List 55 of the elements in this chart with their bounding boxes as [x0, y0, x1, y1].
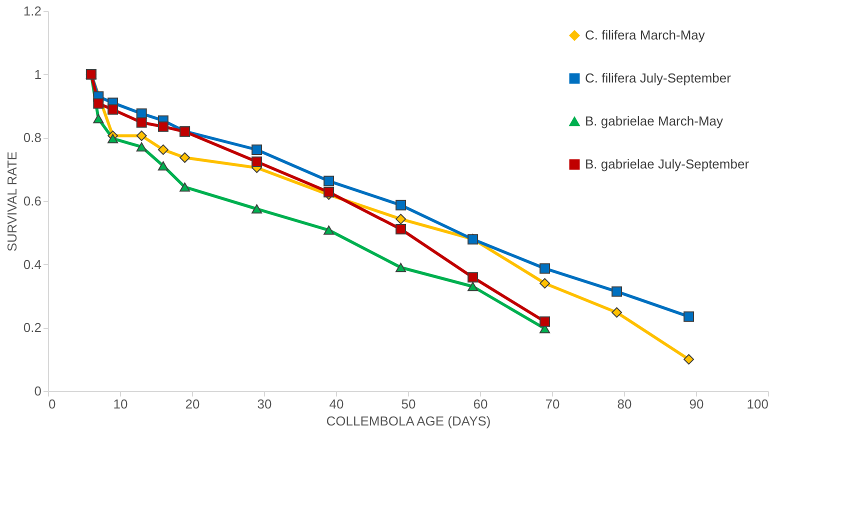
- point: [396, 224, 406, 234]
- point: [324, 186, 334, 198]
- y-tick-label: 0.2: [23, 320, 42, 336]
- y-tick-label: 0.4: [23, 256, 42, 272]
- point: [684, 311, 694, 322]
- point: [324, 176, 334, 186]
- legend-label: B. gabrielae July-September: [585, 156, 750, 172]
- point: [93, 114, 104, 124]
- x-tick-label: 50: [401, 396, 416, 412]
- legend-label: B. gabrielae March-May: [585, 114, 724, 128]
- point: [396, 262, 406, 272]
- point: [252, 156, 262, 167]
- x-tick-label: 60: [473, 396, 488, 412]
- point: [158, 144, 168, 155]
- y-axis-title: SURVIVAL RATE: [4, 151, 20, 252]
- x-tick-label: 0: [48, 396, 56, 412]
- y-tick-label: 1.2: [23, 4, 42, 18]
- point: [612, 307, 622, 318]
- x-tick-label: 20: [185, 396, 200, 412]
- point: [612, 286, 622, 297]
- y-tick-label: 0: [34, 384, 42, 398]
- point: [684, 354, 694, 365]
- point: [540, 316, 550, 327]
- point: [468, 282, 478, 292]
- point: [93, 98, 104, 109]
- x-tick-label: 70: [545, 396, 560, 412]
- point: [158, 161, 168, 170]
- x-tick-label: 10: [113, 396, 128, 412]
- point: [468, 272, 478, 283]
- point: [540, 263, 550, 274]
- point: [252, 204, 262, 214]
- point: [108, 104, 118, 115]
- y-tick-label: 1: [34, 66, 42, 82]
- x-tick-label: 100: [746, 396, 768, 412]
- point: [252, 144, 262, 155]
- point: [180, 152, 190, 163]
- point: [180, 182, 190, 192]
- point: [540, 278, 550, 289]
- y-tick-label: 0.8: [23, 130, 42, 146]
- x-tick-label: 80: [617, 396, 632, 412]
- point: [396, 214, 406, 224]
- legend-label: C. filifera March-May: [585, 28, 706, 42]
- point: [108, 134, 118, 144]
- x-tick-label: 30: [257, 396, 272, 412]
- point: [136, 117, 147, 128]
- point: [136, 130, 147, 142]
- x-tick-label: 40: [329, 396, 344, 412]
- x-axis-title: COLLEMBOLA AGE (DAYS): [326, 414, 491, 428]
- legend-label: C. filifera July-September: [585, 70, 732, 86]
- point: [136, 142, 147, 152]
- x-tick-label: 90: [689, 396, 704, 412]
- point: [396, 200, 406, 210]
- point: [324, 226, 334, 235]
- y-tick-label: 0.6: [23, 194, 42, 208]
- point: [158, 121, 168, 132]
